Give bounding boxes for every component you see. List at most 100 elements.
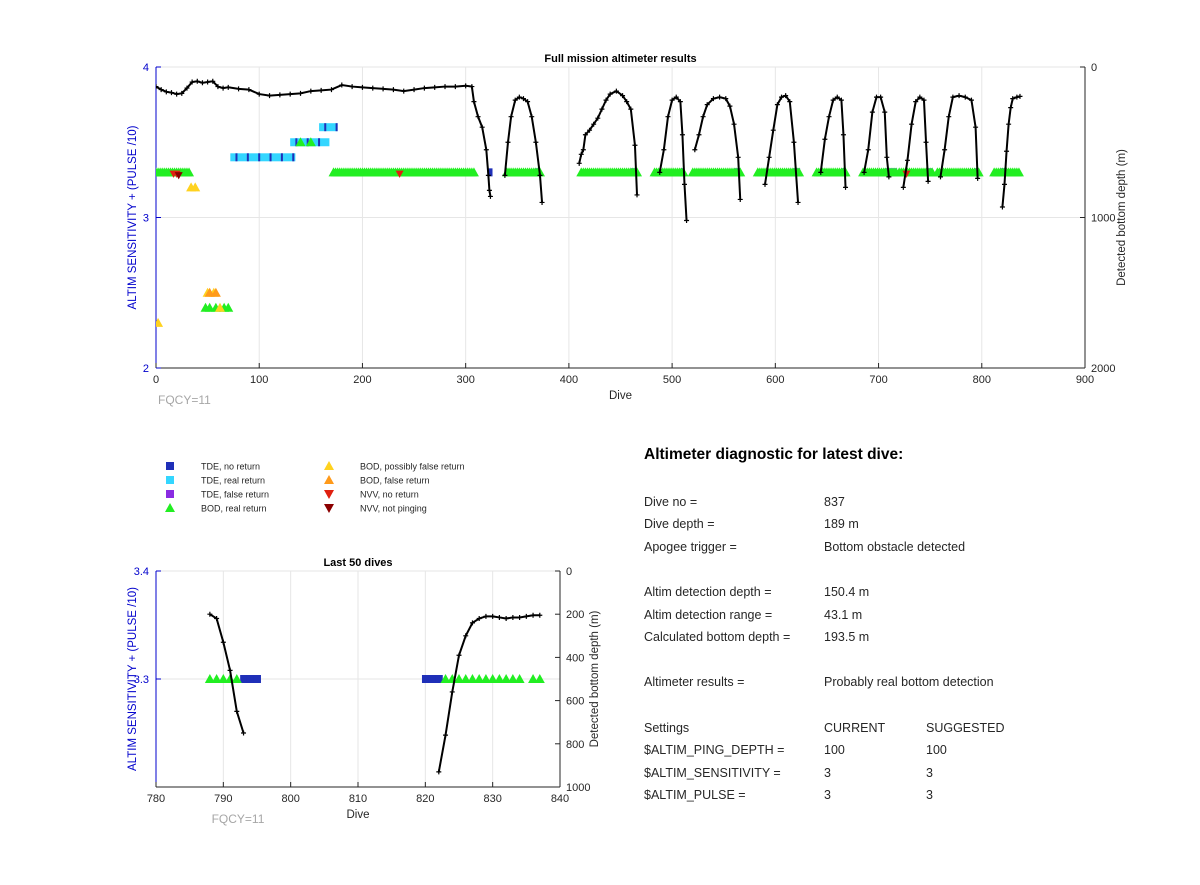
x-tick-label: 820 bbox=[416, 793, 434, 805]
bottom-depth-point bbox=[225, 84, 231, 90]
bottom-depth-point bbox=[469, 84, 475, 90]
bottom-depth-point bbox=[486, 187, 492, 193]
bottom-depth-point bbox=[634, 192, 640, 198]
bottom-depth-point bbox=[840, 132, 846, 138]
bottom-depth-point bbox=[913, 99, 919, 105]
bottom-depth-line bbox=[819, 95, 847, 188]
setting-current: 100 bbox=[824, 743, 845, 757]
bottom-depth-point bbox=[411, 87, 417, 93]
tde-no-return-marker bbox=[269, 153, 272, 162]
y-tick-label: 3 bbox=[143, 213, 149, 225]
bottom-depth-point bbox=[795, 199, 801, 205]
bottom-depth-point bbox=[673, 94, 679, 100]
diagnostic-label: Calculated bottom depth = bbox=[644, 630, 791, 644]
bottom-depth-point bbox=[770, 127, 776, 133]
x-tick-label: 780 bbox=[147, 793, 165, 805]
bottom-depth-point bbox=[207, 611, 213, 617]
x-tick-label: 0 bbox=[153, 374, 159, 386]
x-tick-label: 830 bbox=[483, 793, 501, 805]
setting-label: $ALTIM_PULSE = bbox=[644, 788, 746, 802]
bottom-depth-line bbox=[693, 96, 742, 200]
bottom-depth-point bbox=[508, 114, 514, 120]
bottom-depth-point bbox=[476, 616, 482, 622]
bottom-depth-point bbox=[163, 89, 169, 95]
setting-suggested: 3 bbox=[926, 788, 933, 802]
bottom-depth-point bbox=[520, 96, 526, 102]
bottom-depth-line bbox=[209, 613, 245, 734]
bottom-depth-point bbox=[591, 121, 597, 127]
bottom-depth-point bbox=[886, 174, 892, 180]
bod-real-return-marker bbox=[528, 674, 539, 683]
bottom-depth-point bbox=[241, 730, 247, 736]
setting-suggested: 100 bbox=[926, 743, 947, 757]
bottom-depth-point bbox=[607, 91, 613, 97]
bottom-depth-point bbox=[510, 614, 516, 620]
settings-header-label: Settings bbox=[644, 721, 690, 735]
bottom-depth-point bbox=[380, 86, 386, 92]
bottom-depth-point bbox=[1010, 96, 1016, 102]
bottom-depth-line bbox=[902, 95, 930, 188]
bottom-depth-point bbox=[679, 132, 685, 138]
bottom-depth-point bbox=[973, 124, 979, 130]
setting-suggested: 3 bbox=[926, 766, 933, 780]
bottom-depth-point bbox=[277, 92, 283, 98]
bottom-depth-point bbox=[603, 97, 609, 103]
diagnostic-label: Dive depth = bbox=[644, 517, 715, 531]
bottom-depth-point bbox=[838, 97, 844, 103]
bottom-depth-point bbox=[882, 109, 888, 115]
bod-real-return-marker bbox=[480, 674, 491, 683]
bottom-depth-point bbox=[576, 160, 582, 166]
legend-marker bbox=[166, 476, 174, 484]
legend-marker bbox=[324, 504, 334, 513]
bod-real-return-marker bbox=[467, 674, 478, 683]
bottom-depth-point bbox=[578, 151, 584, 157]
x-tick-label: 840 bbox=[551, 793, 569, 805]
bottom-depth-point bbox=[830, 97, 836, 103]
y-tick-label: 4 bbox=[143, 62, 149, 74]
bottom-depth-point bbox=[505, 139, 511, 145]
tde-no-return-marker bbox=[292, 153, 295, 162]
bod-real-return-marker bbox=[973, 167, 984, 177]
bottom-depth-point bbox=[483, 147, 489, 153]
setting-label: $ALTIM_PING_DEPTH = bbox=[644, 743, 785, 757]
legend-marker bbox=[166, 490, 174, 498]
bod-possibly-false-marker bbox=[156, 317, 164, 327]
bottom-depth-point bbox=[443, 732, 449, 738]
bottom-depth-point bbox=[158, 87, 164, 93]
right-y-tick-label: 200 bbox=[566, 609, 584, 621]
bod-real-return-marker bbox=[460, 674, 471, 683]
tde-no-return-marker bbox=[335, 123, 338, 132]
bottom-depth-point bbox=[681, 181, 687, 187]
bottom-depth-point bbox=[525, 99, 531, 105]
legend-label: BOD, possibly false return bbox=[360, 462, 465, 472]
bottom-depth-point bbox=[921, 97, 927, 103]
bottom-depth-point bbox=[205, 79, 211, 85]
bod-real-return-marker bbox=[184, 167, 195, 177]
bottom-depth-point bbox=[483, 613, 489, 619]
x-tick-label: 810 bbox=[349, 793, 367, 805]
bottom-depth-point bbox=[432, 84, 438, 90]
tde-no-return-marker bbox=[428, 675, 437, 683]
bottom-depth-point bbox=[194, 78, 200, 84]
bottom-depth-point bbox=[657, 169, 663, 175]
bottom-depth-point bbox=[669, 97, 675, 103]
bottom-depth-point bbox=[339, 82, 345, 88]
bottom-depth-point bbox=[727, 103, 733, 109]
legend-label: NVV, not pinging bbox=[360, 504, 427, 514]
legend-label: BOD, real return bbox=[201, 504, 267, 514]
bottom-depth-point bbox=[421, 85, 427, 91]
bottom-depth-point bbox=[865, 147, 871, 153]
bottom-depth-point bbox=[710, 96, 716, 102]
bottom-depth-point bbox=[298, 90, 304, 96]
bod-real-return-marker bbox=[501, 674, 512, 683]
bottom-depth-point bbox=[479, 124, 485, 130]
bottom-depth-point bbox=[628, 106, 634, 112]
diagnostic-value: Probably real bottom detection bbox=[824, 675, 994, 689]
right-y-tick-label: 400 bbox=[566, 652, 584, 664]
tde-no-return-marker bbox=[246, 675, 255, 683]
diagnostic-value: Bottom obstacle detected bbox=[824, 540, 966, 554]
plot-area bbox=[156, 78, 1024, 327]
bottom-depth-point bbox=[696, 132, 702, 138]
bod-real-return-marker bbox=[204, 674, 215, 683]
bottom-depth-point bbox=[624, 99, 630, 105]
